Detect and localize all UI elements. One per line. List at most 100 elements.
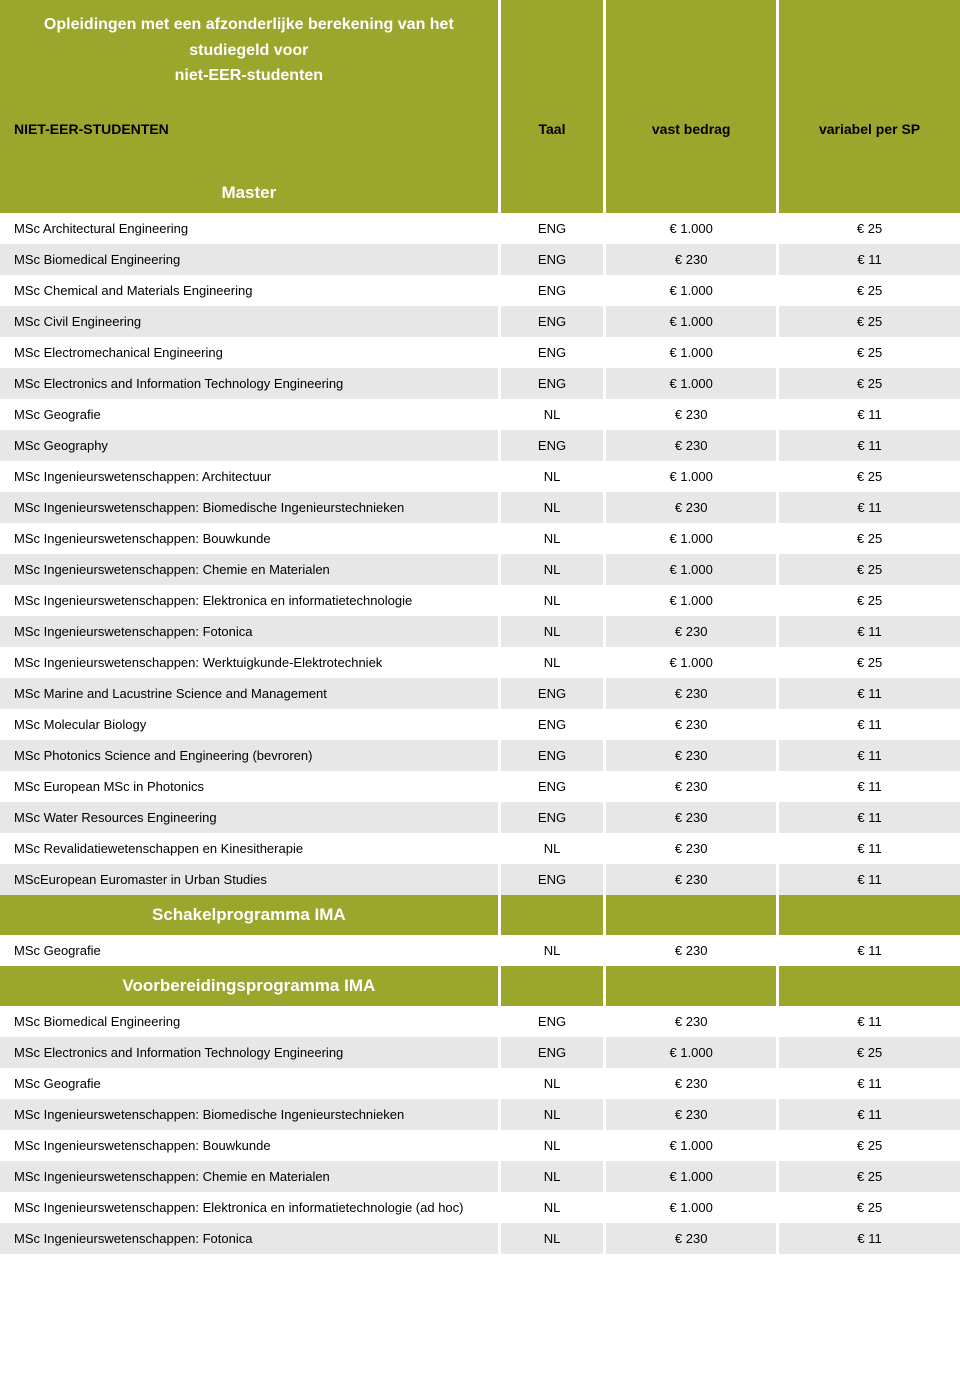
table-row: MSc Chemical and Materials EngineeringEN… bbox=[0, 275, 960, 306]
cell-fixed: € 230 bbox=[605, 740, 778, 771]
section-blank bbox=[499, 895, 605, 935]
table-row: MSc Electronics and Information Technolo… bbox=[0, 1037, 960, 1068]
cell-var: € 11 bbox=[778, 399, 960, 430]
cell-name: MSc Ingenieurswetenschappen: Biomedische… bbox=[0, 492, 499, 523]
cell-fixed: € 230 bbox=[605, 1223, 778, 1254]
table-row: MSc Water Resources EngineeringENG€ 230€… bbox=[0, 802, 960, 833]
cell-lang: ENG bbox=[499, 740, 605, 771]
table-row: MSc Ingenieurswetenschappen: BouwkundeNL… bbox=[0, 1130, 960, 1161]
cell-lang: ENG bbox=[499, 368, 605, 399]
cell-var: € 11 bbox=[778, 492, 960, 523]
cell-fixed: € 230 bbox=[605, 399, 778, 430]
cell-name: MSc Ingenieurswetenschappen: Fotonica bbox=[0, 616, 499, 647]
header-blank bbox=[605, 0, 778, 101]
cell-lang: NL bbox=[499, 554, 605, 585]
cell-name: MSc Biomedical Engineering bbox=[0, 1006, 499, 1037]
table-row: MSc Civil EngineeringENG€ 1.000€ 25 bbox=[0, 306, 960, 337]
cell-name: MSc Ingenieurswetenschappen: Werktuigkun… bbox=[0, 647, 499, 678]
table-row: MSc Ingenieurswetenschappen: Elektronica… bbox=[0, 1192, 960, 1223]
cell-name: MSc Electronics and Information Technolo… bbox=[0, 1037, 499, 1068]
section-blank bbox=[778, 173, 960, 213]
table-row: MSc Ingenieurswetenschappen: Chemie en M… bbox=[0, 1161, 960, 1192]
cell-fixed: € 230 bbox=[605, 1099, 778, 1130]
table-row: MSc Architectural EngineeringENG€ 1.000€… bbox=[0, 213, 960, 244]
table-row: MSc Ingenieurswetenschappen: Chemie en M… bbox=[0, 554, 960, 585]
cell-name: MSc Electromechanical Engineering bbox=[0, 337, 499, 368]
cell-fixed: € 1.000 bbox=[605, 213, 778, 244]
cell-fixed: € 1.000 bbox=[605, 554, 778, 585]
cell-fixed: € 1.000 bbox=[605, 275, 778, 306]
table-row: MSc Biomedical EngineeringENG€ 230€ 11 bbox=[0, 244, 960, 275]
cell-name: MSc Marine and Lacustrine Science and Ma… bbox=[0, 678, 499, 709]
cell-fixed: € 230 bbox=[605, 616, 778, 647]
table-row: MSc Ingenieurswetenschappen: FotonicaNL€… bbox=[0, 1223, 960, 1254]
cell-lang: NL bbox=[499, 1130, 605, 1161]
cell-lang: ENG bbox=[499, 1037, 605, 1068]
cell-var: € 11 bbox=[778, 709, 960, 740]
cell-name: MSc Molecular Biology bbox=[0, 709, 499, 740]
cell-var: € 25 bbox=[778, 368, 960, 399]
cell-var: € 11 bbox=[778, 616, 960, 647]
table-row: MSc GeografieNL€ 230€ 11 bbox=[0, 935, 960, 966]
cell-fixed: € 230 bbox=[605, 430, 778, 461]
header-blank bbox=[778, 0, 960, 101]
cell-fixed: € 230 bbox=[605, 492, 778, 523]
cell-name: MSc Civil Engineering bbox=[0, 306, 499, 337]
cell-name: MSc Geografie bbox=[0, 935, 499, 966]
cell-fixed: € 230 bbox=[605, 833, 778, 864]
table-row: MSc Electromechanical EngineeringENG€ 1.… bbox=[0, 337, 960, 368]
cell-var: € 25 bbox=[778, 585, 960, 616]
cell-lang: ENG bbox=[499, 864, 605, 895]
table-row: MSc Ingenieurswetenschappen: FotonicaNL€… bbox=[0, 616, 960, 647]
cell-fixed: € 230 bbox=[605, 771, 778, 802]
cell-fixed: € 1.000 bbox=[605, 337, 778, 368]
cell-lang: NL bbox=[499, 492, 605, 523]
cell-fixed: € 1.000 bbox=[605, 461, 778, 492]
cell-lang: NL bbox=[499, 1161, 605, 1192]
col-header-fixed: vast bedrag bbox=[605, 101, 778, 157]
cell-var: € 25 bbox=[778, 306, 960, 337]
section-blank bbox=[605, 895, 778, 935]
cell-lang: ENG bbox=[499, 802, 605, 833]
cell-name: MSc Architectural Engineering bbox=[0, 213, 499, 244]
cell-name: MSc Ingenieurswetenschappen: Architectuu… bbox=[0, 461, 499, 492]
cell-name: MSc Ingenieurswetenschappen: Chemie en M… bbox=[0, 554, 499, 585]
table-row: MSc European MSc in PhotonicsENG€ 230€ 1… bbox=[0, 771, 960, 802]
cell-var: € 25 bbox=[778, 461, 960, 492]
cell-lang: ENG bbox=[499, 244, 605, 275]
cell-var: € 11 bbox=[778, 833, 960, 864]
cell-name: MSc Electronics and Information Technolo… bbox=[0, 368, 499, 399]
cell-var: € 11 bbox=[778, 678, 960, 709]
cell-lang: ENG bbox=[499, 1006, 605, 1037]
section-blank bbox=[605, 173, 778, 213]
cell-fixed: € 230 bbox=[605, 678, 778, 709]
cell-name: MSc Ingenieurswetenschappen: Bouwkunde bbox=[0, 1130, 499, 1161]
cell-var: € 11 bbox=[778, 430, 960, 461]
cell-lang: NL bbox=[499, 1223, 605, 1254]
cell-lang: ENG bbox=[499, 275, 605, 306]
table-row: MSc Molecular BiologyENG€ 230€ 11 bbox=[0, 709, 960, 740]
cell-fixed: € 230 bbox=[605, 709, 778, 740]
table-row: MSc Ingenieurswetenschappen: Biomedische… bbox=[0, 492, 960, 523]
table-row: MSc GeographyENG€ 230€ 11 bbox=[0, 430, 960, 461]
cell-lang: NL bbox=[499, 616, 605, 647]
cell-fixed: € 1.000 bbox=[605, 1130, 778, 1161]
cell-name: MSc Photonics Science and Engineering (b… bbox=[0, 740, 499, 771]
cell-lang: NL bbox=[499, 1192, 605, 1223]
cell-var: € 25 bbox=[778, 1161, 960, 1192]
table-row: MSc Marine and Lacustrine Science and Ma… bbox=[0, 678, 960, 709]
title-line2: niet-EER-studenten bbox=[16, 63, 482, 89]
col-header-lang: Taal bbox=[499, 101, 605, 157]
cell-lang: ENG bbox=[499, 213, 605, 244]
cell-lang: NL bbox=[499, 461, 605, 492]
table-row: MSc Ingenieurswetenschappen: Werktuigkun… bbox=[0, 647, 960, 678]
cell-name: MSc Biomedical Engineering bbox=[0, 244, 499, 275]
cell-var: € 25 bbox=[778, 554, 960, 585]
cell-fixed: € 1.000 bbox=[605, 523, 778, 554]
cell-fixed: € 1.000 bbox=[605, 306, 778, 337]
section-header: Master bbox=[0, 173, 499, 213]
cell-name: MSc Geografie bbox=[0, 1068, 499, 1099]
cell-fixed: € 230 bbox=[605, 1068, 778, 1099]
cell-name: MSc Ingenieurswetenschappen: Elektronica… bbox=[0, 1192, 499, 1223]
table-title: Opleidingen met een afzonderlijke bereke… bbox=[0, 0, 499, 101]
